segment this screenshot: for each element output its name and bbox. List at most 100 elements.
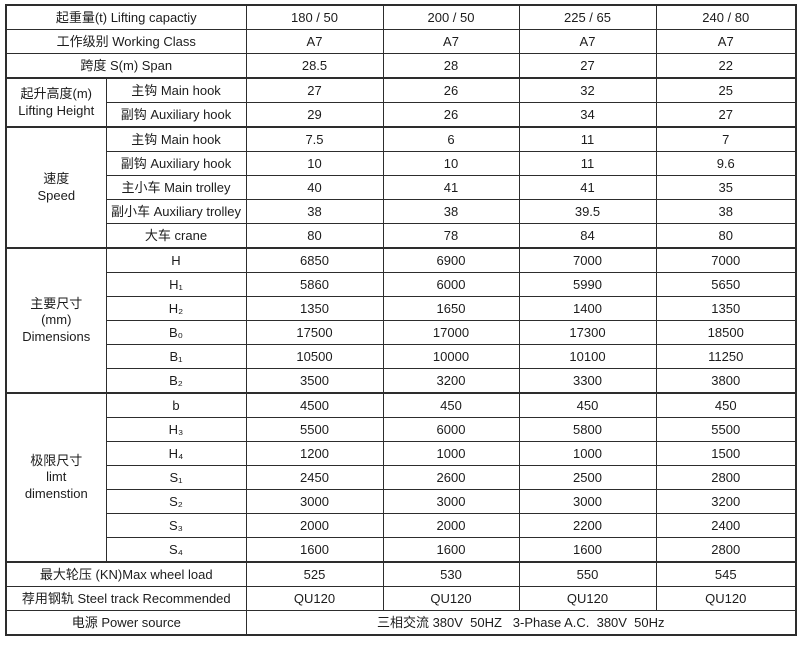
cell-value: 2600 [382, 465, 520, 490]
cell-value: 530 [382, 561, 520, 587]
cell-value: 180 / 50 [245, 4, 384, 30]
row-dim-H2: H₂ 1350 1650 1400 1350 [6, 296, 797, 321]
cell-value: 11250 [655, 344, 797, 369]
cell-value: 9.6 [655, 151, 797, 176]
row-label: S₄ [105, 537, 247, 563]
cell-value: 2400 [655, 513, 797, 538]
row-label: H₃ [105, 417, 247, 442]
cell-value: 17300 [518, 320, 657, 345]
cell-value: 3800 [655, 368, 797, 394]
cell-value: 2000 [382, 513, 520, 538]
cell-value: 3500 [245, 368, 384, 394]
cell-value: 40 [245, 175, 384, 200]
cell-value: QU120 [655, 586, 797, 611]
row-label: H₂ [105, 296, 247, 321]
cell-value: 1600 [382, 537, 520, 563]
cell-value: 17000 [382, 320, 520, 345]
cell-value: 5500 [655, 417, 797, 442]
cell-value: 84 [518, 223, 657, 249]
row-label: 主小车 Main trolley [105, 175, 247, 200]
cell-value: A7 [655, 29, 797, 54]
group-label-line: 主要尺寸 [30, 296, 83, 312]
row-label: 最大轮压 (KN)Max wheel load [5, 561, 247, 587]
cell-value: 3200 [655, 489, 797, 514]
cell-value: QU120 [245, 586, 384, 611]
row-speed-aux-hook: 副钩 Auxiliary hook 10 10 11 9.6 [6, 151, 797, 176]
row-speed-crane: 大车 crane 80 78 84 80 [6, 223, 797, 249]
cell-value: 1350 [655, 296, 797, 321]
cell-value: 41 [382, 175, 520, 200]
cell-value: QU120 [382, 586, 520, 611]
row-label: B₂ [105, 368, 247, 394]
row-dim-B2: B₂ 3500 3200 3300 3800 [6, 368, 797, 394]
cell-value: 2800 [655, 465, 797, 490]
cell-value: 32 [518, 77, 657, 103]
cell-value: 29 [245, 102, 384, 128]
group-label-lifting-height: 起升高度(m) Lifting Height [5, 77, 107, 128]
cell-value: 5800 [518, 417, 657, 442]
group-label-line: 极限尺寸 [30, 453, 83, 469]
cell-value: 3000 [382, 489, 520, 514]
cell-value: 2000 [245, 513, 384, 538]
cell-value: 3000 [245, 489, 384, 514]
cell-value: 1600 [518, 537, 657, 563]
cell-value: 1200 [245, 441, 384, 466]
group-label-line: limt [46, 469, 67, 485]
row-lim-S2: S₂ 3000 3000 3000 3200 [6, 489, 797, 514]
row-label: S₂ [105, 489, 247, 514]
cell-value: 27 [655, 102, 797, 128]
cell-value: 10 [382, 151, 520, 176]
row-power-source: 电源 Power source 三相交流 380V 50HZ 3-Phase A… [5, 610, 797, 636]
cell-value: 7000 [518, 247, 657, 273]
cell-value: 1650 [382, 296, 520, 321]
cell-value: 4500 [245, 392, 384, 418]
cell-value: 450 [518, 392, 657, 418]
cell-value: 18500 [655, 320, 797, 345]
row-lim-S3: S₃ 2000 2000 2200 2400 [6, 513, 797, 538]
cell-value: 7000 [655, 247, 797, 273]
row-dim-H1: H₁ 5860 6000 5990 5650 [6, 272, 797, 297]
cell-value: 545 [655, 561, 797, 587]
cell-value: 25 [655, 77, 797, 103]
row-label: H [105, 247, 247, 273]
row-lifting-height-main-hook: 起升高度(m) Lifting Height 主钩 Main hook 27 2… [5, 77, 797, 128]
group-label-line: Lifting Height [18, 102, 95, 118]
group-label-line: Dimensions [22, 328, 91, 344]
cell-value: 550 [518, 561, 657, 587]
row-lifting-capacity: 起重量(t) Lifting capactiy 180 / 50 200 / 5… [5, 4, 797, 30]
cell-value: 22 [655, 53, 797, 79]
row-label: 工作级别 Working Class [5, 29, 247, 54]
row-working-class: 工作级别 Working Class A7 A7 A7 A7 [5, 29, 797, 54]
cell-value: 1350 [245, 296, 384, 321]
row-label: 跨度 S(m) Span [5, 53, 247, 79]
cell-value: 3000 [518, 489, 657, 514]
row-label: 副钩 Auxiliary hook [105, 102, 247, 128]
cell-value: 6000 [382, 272, 520, 297]
power-source-value: 三相交流 380V 50HZ 3-Phase A.C. 380V 50Hz [245, 610, 797, 636]
row-label: 副小车 Auxiliary trolley [105, 199, 247, 224]
cell-value: 2800 [655, 537, 797, 563]
group-label-limit-dimension: 极限尺寸 limt dimenstion [5, 392, 107, 563]
cell-value: 38 [655, 199, 797, 224]
cell-value: 1600 [245, 537, 384, 563]
group-label-line: 起升高度(m) [20, 86, 93, 102]
cell-value: 26 [382, 102, 520, 128]
cell-value: 2450 [245, 465, 384, 490]
cell-value: 28.5 [245, 53, 384, 79]
row-max-wheel-load: 最大轮压 (KN)Max wheel load 525 530 550 545 [5, 561, 797, 587]
row-speed-main-trolley: 主小车 Main trolley 40 41 41 35 [6, 175, 797, 200]
row-label: 电源 Power source [5, 610, 247, 636]
cell-value: 200 / 50 [382, 4, 520, 30]
cell-value: QU120 [518, 586, 657, 611]
row-label: 主钩 Main hook [105, 77, 247, 103]
row-label: 大车 crane [105, 223, 247, 249]
cell-value: 7 [655, 126, 797, 152]
cell-value: 10100 [518, 344, 657, 369]
cell-value: 27 [518, 53, 657, 79]
group-label-line: 速度 [43, 171, 70, 187]
cell-value: 5990 [518, 272, 657, 297]
cell-value: 28 [382, 53, 520, 79]
row-lim-S1: S₁ 2450 2600 2500 2800 [6, 465, 797, 490]
cell-value: 1000 [518, 441, 657, 466]
cell-value: 525 [245, 561, 384, 587]
